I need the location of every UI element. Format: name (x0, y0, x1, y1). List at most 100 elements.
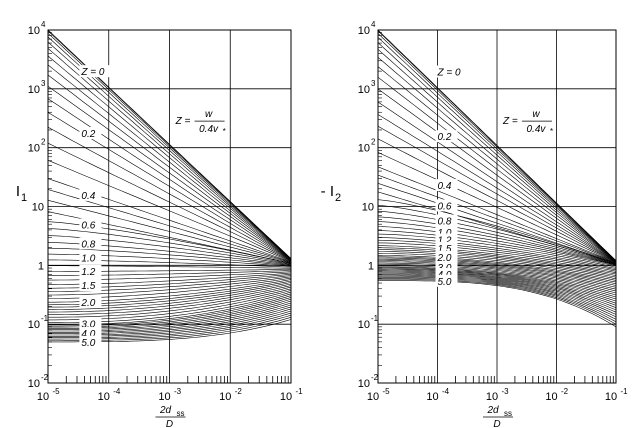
series-line (377, 210, 617, 265)
y-tick-exponent: -2 (371, 373, 379, 382)
curve-label-backdrop (435, 214, 458, 227)
curve-label: 1.5 (81, 281, 95, 292)
x-tick-exponent: -3 (174, 387, 182, 396)
series-line (377, 174, 617, 264)
curve-label: 1.2 (438, 236, 452, 247)
series-line (377, 125, 617, 263)
y-tick-label: 10 (28, 143, 40, 155)
series-line (378, 273, 617, 313)
series-line (377, 255, 617, 281)
curve-label: 3.0 (81, 320, 95, 331)
series-line (48, 285, 292, 313)
formula-denominator-subscript: * (223, 127, 226, 136)
series-line (378, 256, 617, 283)
curve-label-backdrop (435, 274, 458, 287)
curve-label: 0.8 (81, 239, 95, 250)
series-line (377, 239, 617, 271)
curve-label: Z = 0 (80, 67, 105, 78)
y-tick-label: 10 (28, 25, 40, 37)
curve-label: 5.0 (438, 277, 452, 288)
y-tick-exponent: 4 (41, 20, 46, 29)
y-tick-exponent: 3 (41, 79, 46, 88)
series-line (378, 267, 617, 300)
series-line (378, 251, 617, 278)
y-tick-label: 1 (38, 260, 44, 272)
series-line (377, 221, 617, 266)
x-axis-label-numerator: 2d (486, 405, 499, 416)
curve-label: 1.0 (438, 228, 452, 239)
series-line (378, 268, 617, 302)
series-line (378, 258, 617, 286)
series-line (47, 98, 292, 261)
series-line (378, 271, 617, 308)
curve-label: 0.2 (438, 132, 452, 143)
series-line (48, 288, 292, 318)
series-line (47, 142, 292, 262)
x-tick-label: 10 (605, 391, 617, 403)
x-tick-exponent: -4 (442, 387, 450, 396)
series-line (47, 200, 292, 263)
series-line (48, 286, 292, 315)
y-tick-label: 10 (362, 202, 374, 214)
formula-numerator: w (532, 109, 540, 120)
y-tick-label: 10 (358, 378, 370, 390)
curve-label-backdrop (79, 65, 114, 78)
x-tick-exponent: -4 (113, 387, 121, 396)
series-line (47, 86, 292, 261)
series-line (377, 276, 617, 320)
curve-label-backdrop (79, 335, 102, 348)
series-line (377, 114, 617, 262)
series-line (377, 205, 617, 265)
curve-label-backdrop (435, 130, 458, 143)
series-line (377, 33, 617, 261)
curve-label: 1.2 (81, 267, 95, 278)
series-line (47, 247, 292, 267)
x-tick-label: 10 (367, 391, 379, 403)
series-line (48, 283, 292, 310)
y-tick-exponent: -1 (41, 314, 49, 323)
curve-label-backdrop (435, 199, 458, 212)
series-line (377, 247, 617, 275)
series-line (378, 269, 617, 304)
series-line (47, 55, 292, 260)
y-tick-label: 10 (358, 143, 370, 155)
series-line (378, 278, 617, 323)
series-line (377, 138, 617, 263)
y-tick-label: 10 (358, 319, 370, 331)
curve-label-backdrop (79, 126, 102, 139)
formula-lhs: Z = (502, 116, 518, 127)
series-line (377, 57, 617, 262)
series-line (378, 242, 617, 272)
series-line (378, 280, 617, 328)
x-tick-label: 10 (158, 391, 170, 403)
series-line (377, 49, 617, 262)
curve-label-backdrop (79, 279, 102, 292)
x-tick-exponent: -5 (52, 387, 60, 396)
series-line (47, 228, 292, 265)
y-tick-label: 10 (28, 84, 40, 96)
formula-numerator: w (205, 109, 213, 120)
series-line (377, 253, 617, 280)
y-tick-label: 10 (28, 378, 40, 390)
x-axis-label-numerator: 2d (159, 405, 172, 416)
series-line (377, 37, 617, 262)
curve-label: 2.0 (80, 298, 95, 309)
x-tick-exponent: -5 (382, 387, 390, 396)
series-line (47, 126, 292, 261)
series-line (378, 274, 617, 315)
x-tick-label: 10 (219, 391, 231, 403)
series-line (378, 264, 617, 294)
x-axis-label-subscript: ss (177, 409, 185, 418)
series-line (377, 88, 617, 262)
x-tick-exponent: -1 (620, 387, 628, 396)
curve-label: 0.6 (438, 201, 452, 212)
series-line (377, 183, 617, 264)
curve-label: 1.0 (81, 254, 95, 265)
curve-label: 0.8 (438, 216, 452, 227)
curve-label-backdrop (79, 251, 102, 264)
series-line (377, 237, 617, 269)
formula-lhs: Z = (175, 116, 191, 127)
series-line (47, 64, 292, 260)
curve-label: 4.0 (81, 329, 95, 340)
